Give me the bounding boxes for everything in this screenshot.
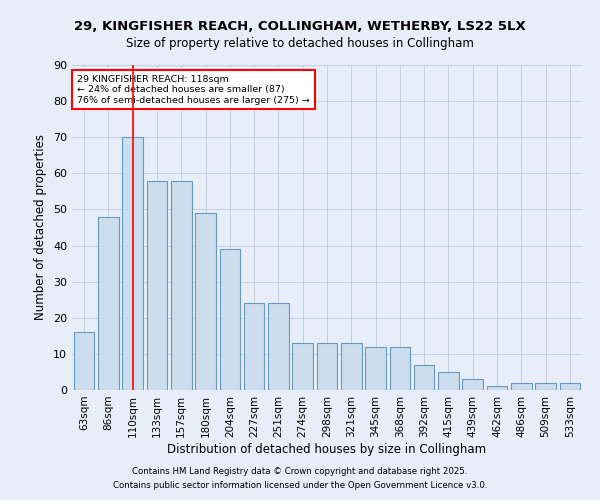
Bar	[220, 249, 240, 390]
Bar	[560, 383, 580, 390]
Bar	[292, 343, 313, 390]
Text: Contains public sector information licensed under the Open Government Licence v3: Contains public sector information licen…	[113, 481, 487, 490]
Bar	[487, 386, 508, 390]
Bar	[389, 346, 410, 390]
Bar	[195, 213, 216, 390]
Text: 29 KINGFISHER REACH: 118sqm
← 24% of detached houses are smaller (87)
76% of sem: 29 KINGFISHER REACH: 118sqm ← 24% of det…	[77, 74, 310, 104]
Bar	[365, 346, 386, 390]
Bar	[268, 304, 289, 390]
Bar	[317, 343, 337, 390]
Bar	[438, 372, 459, 390]
Bar	[74, 332, 94, 390]
Bar	[244, 304, 265, 390]
Text: 29, KINGFISHER REACH, COLLINGHAM, WETHERBY, LS22 5LX: 29, KINGFISHER REACH, COLLINGHAM, WETHER…	[74, 20, 526, 33]
Bar	[535, 383, 556, 390]
Bar	[463, 379, 483, 390]
Bar	[414, 364, 434, 390]
X-axis label: Distribution of detached houses by size in Collingham: Distribution of detached houses by size …	[167, 442, 487, 456]
Y-axis label: Number of detached properties: Number of detached properties	[34, 134, 47, 320]
Text: Size of property relative to detached houses in Collingham: Size of property relative to detached ho…	[126, 38, 474, 51]
Bar	[511, 383, 532, 390]
Bar	[341, 343, 362, 390]
Text: Contains HM Land Registry data © Crown copyright and database right 2025.: Contains HM Land Registry data © Crown c…	[132, 467, 468, 476]
Bar	[122, 137, 143, 390]
Bar	[146, 180, 167, 390]
Bar	[171, 180, 191, 390]
Bar	[98, 216, 119, 390]
